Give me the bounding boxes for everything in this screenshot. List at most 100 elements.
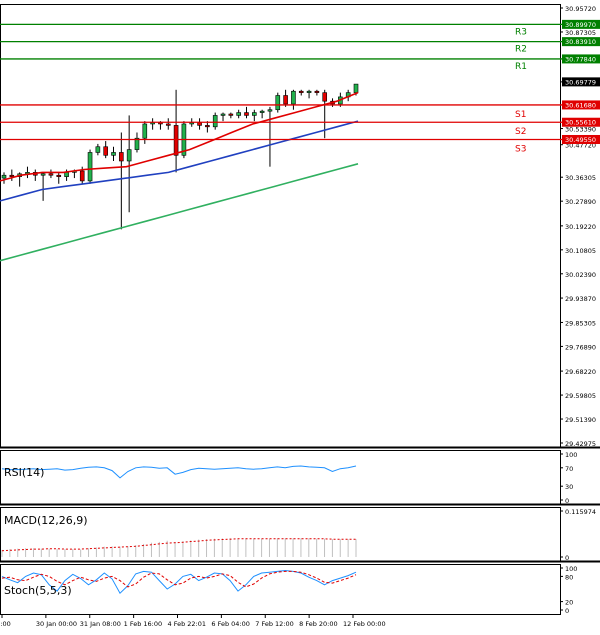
- level-price-label: 30.55610: [565, 119, 596, 127]
- y-tick-label: 29.68220: [565, 368, 596, 376]
- candle-up: [259, 110, 265, 113]
- level-price-label: 30.77840: [565, 55, 596, 63]
- level-price-tag: [562, 19, 600, 29]
- candle-down: [48, 173, 54, 176]
- y-tick-label: 100: [565, 565, 577, 573]
- candle-up: [306, 90, 312, 93]
- candle-up: [236, 112, 241, 116]
- candle-down: [173, 125, 179, 156]
- candle-up: [134, 137, 140, 150]
- level-price-label: 30.49550: [565, 136, 596, 144]
- level-price-tag: [562, 37, 600, 47]
- y-tick-label: 30: [565, 483, 573, 491]
- y-tick-label: 29.51390: [565, 416, 596, 424]
- current-price-tag: [562, 77, 600, 87]
- y-tick-label: 0: [565, 497, 569, 505]
- x-tick-label: 31 Jan 08:00: [80, 620, 121, 628]
- y-tick-label: 30.95720: [565, 5, 596, 13]
- stoch-line: [1, 569, 357, 595]
- panel-frame-main: [0, 4, 561, 448]
- y-tick-label: 20: [565, 599, 573, 607]
- candle-down: [119, 152, 124, 162]
- y-tick-label: 80: [565, 573, 573, 581]
- candle-down: [103, 146, 108, 156]
- candle-up: [64, 172, 69, 177]
- level-name: R2: [515, 45, 527, 55]
- candle-up: [126, 149, 132, 162]
- candle-up: [291, 90, 296, 105]
- rsi-panel: 100 70 30 0 RSI(14): [1, 451, 577, 505]
- candle-down: [165, 123, 171, 126]
- y-tick-label: 29.76890: [565, 343, 596, 351]
- candle-down: [228, 113, 234, 116]
- y-tick-label: 70: [565, 465, 573, 473]
- panel-frame-stoch: [0, 564, 561, 615]
- candle-down: [283, 95, 288, 105]
- x-tick-label: 12 Feb 00:00: [343, 620, 386, 628]
- candle-up: [95, 146, 101, 153]
- level-name: R3: [515, 27, 527, 37]
- macd-title: MACD(12,26,9): [4, 514, 88, 527]
- y-tick-label: 100: [565, 451, 577, 459]
- y-tick-label: 30.47720: [565, 142, 596, 150]
- y-tick-label: 0.115974: [565, 508, 596, 516]
- y-tick-label: 29.42975: [565, 440, 596, 448]
- candle-up: [275, 95, 281, 111]
- y-tick-label: 30.19220: [565, 223, 596, 231]
- candle-down: [314, 90, 320, 93]
- candle-down: [9, 174, 15, 177]
- candle-down: [205, 125, 210, 128]
- panel-frames: [0, 4, 600, 615]
- y-tick-label: 30.36305: [565, 174, 596, 182]
- x-tick-label: 8 Feb 20:00: [299, 620, 338, 628]
- level-name: R1: [515, 62, 527, 72]
- y-tick-label: 30.10805: [565, 247, 596, 255]
- candle-up: [40, 173, 46, 176]
- y-tick-label: 30.87305: [565, 29, 596, 37]
- level-name: S3: [515, 144, 526, 154]
- candle-down: [56, 174, 62, 177]
- candle-up: [212, 115, 218, 128]
- rsi-title: RSI(14): [4, 466, 44, 479]
- candle-down: [322, 92, 328, 102]
- macd-panel: 0.115974 0 MACD(12,26,9): [1, 508, 596, 562]
- current-price-label: 30.69779: [565, 78, 596, 86]
- y-tick-label: 29.85305: [565, 319, 596, 327]
- x-tick-label: 1 Feb 16:00: [124, 620, 163, 628]
- macd-signal-line: [1, 538, 356, 552]
- moving-average-line: [0, 120, 359, 202]
- y-tick-label: 0: [565, 554, 569, 562]
- level-price-label: 30.89970: [565, 21, 596, 29]
- candle-up: [142, 123, 148, 139]
- x-tick-label: 20:00: [0, 620, 11, 628]
- y-tick-label: 30.27890: [565, 198, 596, 206]
- level-name: S2: [515, 127, 526, 137]
- candle-down: [79, 170, 85, 182]
- level-price-tag: [562, 54, 600, 64]
- candle-down: [298, 90, 304, 93]
- candle-up: [353, 83, 359, 93]
- level-price-tag: [562, 100, 600, 110]
- y-tick-label: 29.93870: [565, 295, 596, 303]
- y-tick-label: 30.53390: [565, 126, 596, 134]
- level-price-tag: [562, 117, 600, 127]
- candle-up: [267, 109, 273, 112]
- x-tick-label: 4 Feb 22:01: [168, 620, 207, 628]
- candle-up: [252, 112, 257, 116]
- moving-average-line: [0, 163, 359, 262]
- candle-down: [244, 112, 249, 116]
- candle-up: [87, 152, 93, 182]
- candle-up: [111, 152, 116, 156]
- level-price-tag: [562, 134, 600, 144]
- x-tick-label: 30 Jan 00:00: [36, 620, 77, 628]
- candle-up: [220, 113, 226, 116]
- price-panel: 30.95720 30.87305 30.77840 30.69779 30.61680…: [0, 5, 600, 448]
- y-tick-label: 0: [565, 607, 569, 615]
- rsi-line: [1, 465, 357, 479]
- level-price-label: 30.83910: [565, 38, 596, 46]
- stoch-title: Stoch(5,5,3): [4, 584, 72, 597]
